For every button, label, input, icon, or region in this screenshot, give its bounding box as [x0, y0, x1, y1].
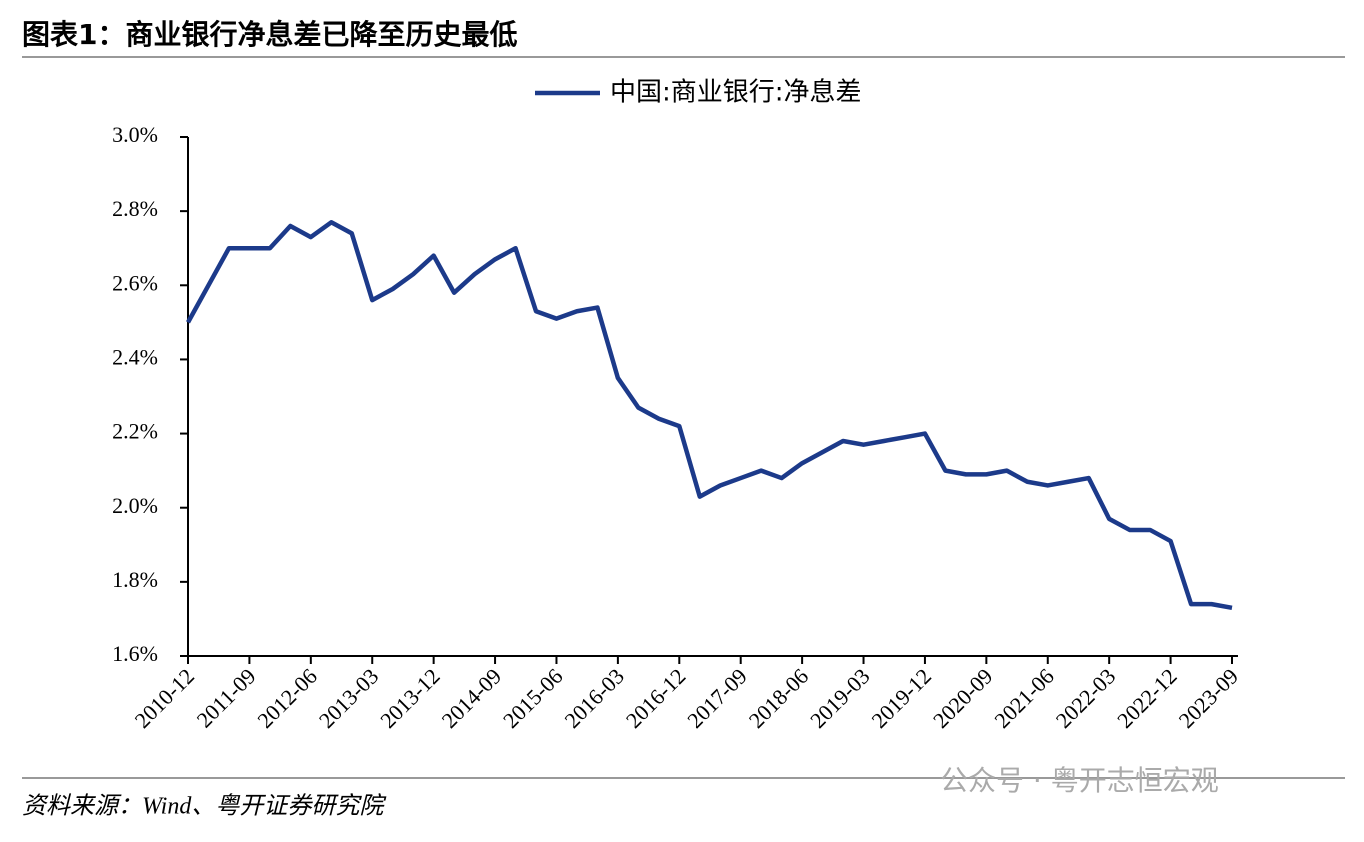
y-tick-label: 2.0%	[112, 493, 158, 518]
x-tick-label: 2020-09	[928, 663, 998, 733]
x-tick-label: 2019-03	[805, 663, 875, 733]
x-tick-label: 2021-06	[989, 663, 1059, 733]
x-tick-label: 2014-09	[437, 663, 507, 733]
x-tick-label: 2011-09	[192, 663, 261, 732]
y-tick-label: 2.6%	[112, 270, 158, 295]
y-tick-label: 3.0%	[112, 122, 158, 147]
x-tick-label: 2023-09	[1174, 663, 1244, 733]
x-tick-label: 2012-06	[252, 663, 322, 733]
data-line	[186, 220, 1233, 611]
chart-title: 图表1：商业银行净息差已降至历史最低	[22, 18, 518, 51]
y-tick-label: 2.2%	[112, 419, 158, 444]
y-tick-label: 2.8%	[112, 196, 158, 221]
x-tick-label: 2022-12	[1112, 663, 1182, 733]
y-tick-label: 1.6%	[112, 641, 158, 666]
x-tick-label: 2017-09	[682, 663, 752, 733]
x-tick-label: 2016-12	[621, 663, 691, 733]
x-tick-label: 2010-12	[130, 663, 200, 733]
x-tick-label: 2015-06	[498, 663, 568, 733]
y-tick-label: 2.4%	[112, 344, 158, 369]
x-tick-label: 2016-03	[559, 663, 629, 733]
x-tick-label: 2013-03	[314, 663, 384, 733]
legend-label: 中国:商业银行:净息差	[610, 78, 862, 108]
x-tick-label: 2019-12	[867, 663, 937, 733]
watermark: 公众号 · 粤开志恒宏观	[940, 764, 1219, 797]
x-tick-label: 2018-06	[744, 663, 814, 733]
x-tick-label: 2022-03	[1051, 663, 1121, 733]
y-tick-label: 1.8%	[112, 567, 158, 592]
x-tick-label: 2013-12	[375, 663, 445, 733]
source-note: 资料来源：Wind、粤开证券研究院	[22, 793, 387, 820]
